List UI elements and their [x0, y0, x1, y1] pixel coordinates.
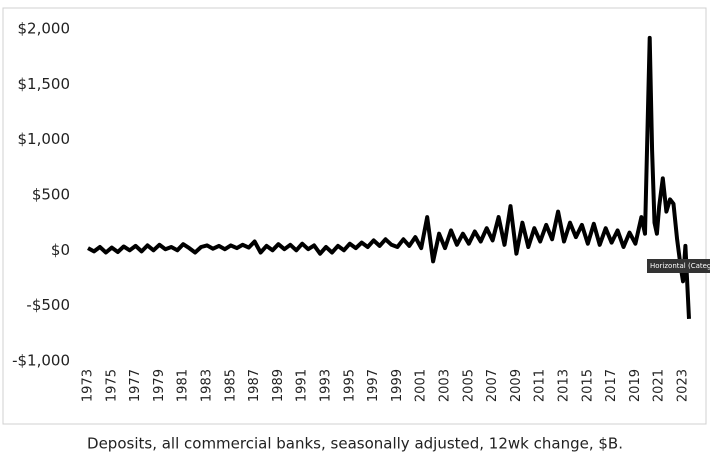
y-tick-label: $1,000: [18, 130, 71, 148]
y-tick-label: $2,000: [18, 20, 71, 38]
x-tick-label: 1995: [342, 369, 357, 402]
y-tick-label: -$500: [26, 296, 70, 314]
x-tick-label: 1989: [271, 369, 286, 402]
x-tick-label: 2011: [533, 369, 548, 402]
x-tick-label: 2005: [461, 369, 476, 402]
y-tick-label: -$1,000: [12, 352, 70, 370]
chart-frame: [2, 7, 707, 425]
x-tick-label: 2001: [414, 369, 429, 402]
x-tick-label: 1999: [390, 369, 405, 402]
x-tick-label: 2007: [485, 369, 500, 402]
x-tick-label: 1983: [200, 369, 215, 402]
data-line: [87, 35, 691, 319]
tooltip-box: [647, 259, 710, 273]
x-tick-label: 2023: [676, 369, 691, 402]
x-tick-label: 2015: [580, 369, 595, 402]
y-tick-label: $500: [32, 186, 70, 204]
y-tick-label: $1,500: [18, 75, 71, 93]
y-tick-label: $0: [51, 241, 70, 259]
x-tick-label: 1987: [247, 369, 262, 402]
x-tick-label: 1997: [366, 369, 381, 402]
x-tick-label: 1985: [223, 369, 238, 402]
x-tick-label: 2009: [509, 369, 524, 402]
x-tick-label: 1993: [319, 369, 334, 402]
x-tick-label: 2019: [628, 369, 643, 402]
x-tick-label: 1979: [152, 369, 167, 402]
tooltip: Horizontal (Category: [650, 262, 710, 270]
x-tick-label: 2003: [438, 369, 453, 402]
x-tick-label: 1977: [128, 369, 143, 402]
x-tick-label: 2013: [557, 369, 572, 402]
x-tick-label: 2021: [652, 369, 667, 402]
x-tick-label: 2017: [604, 369, 619, 402]
x-tick-label: 1975: [104, 369, 119, 402]
caption: Deposits, all commercial banks, seasonal…: [87, 435, 623, 453]
x-tick-label: 1973: [81, 369, 96, 402]
x-tick-label: 1981: [176, 369, 191, 402]
x-tick-label: 1991: [295, 369, 310, 402]
